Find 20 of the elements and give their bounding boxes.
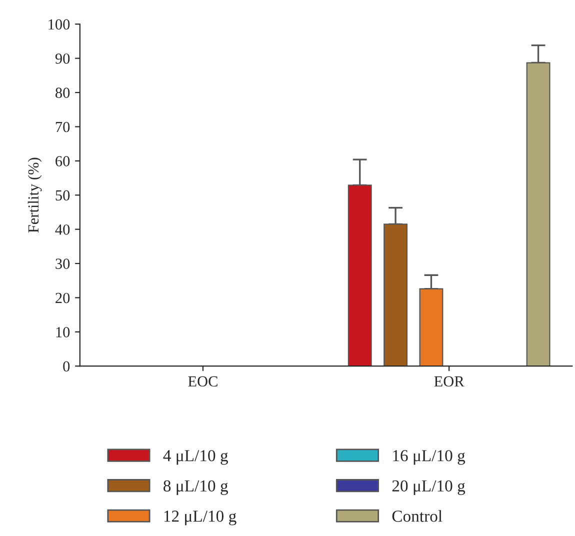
y-tick-label: 40 xyxy=(55,224,70,235)
y-tick-label: 60 xyxy=(56,156,70,166)
y-axis-title: Fertility (%) xyxy=(28,158,42,233)
y-tick-label: 80 xyxy=(56,88,70,98)
y-tick-label: 0 xyxy=(63,361,70,372)
y-tick-label: 50 xyxy=(56,190,70,201)
y-tick-label: 70 xyxy=(56,122,70,132)
legend-label: 4 μL/10 g xyxy=(163,450,228,465)
legend-label: 16 μL/10 g xyxy=(393,450,466,465)
legend-label: Control xyxy=(392,510,442,522)
x-tick-label: EOC xyxy=(188,376,218,387)
y-tick-label: 10 xyxy=(56,327,70,338)
legend-label: 8 μL/10 g xyxy=(164,480,228,496)
y-tick-label: 20 xyxy=(56,292,70,304)
x-tick-label: EOR xyxy=(434,376,464,387)
y-tick-label: 90 xyxy=(55,53,70,64)
legend-label: 12 μL/10 g xyxy=(164,510,236,526)
y-tick-label: 100 xyxy=(48,19,70,30)
y-tick-label: 30 xyxy=(56,258,70,269)
legend-label: 20 μL/10 g xyxy=(392,480,466,496)
